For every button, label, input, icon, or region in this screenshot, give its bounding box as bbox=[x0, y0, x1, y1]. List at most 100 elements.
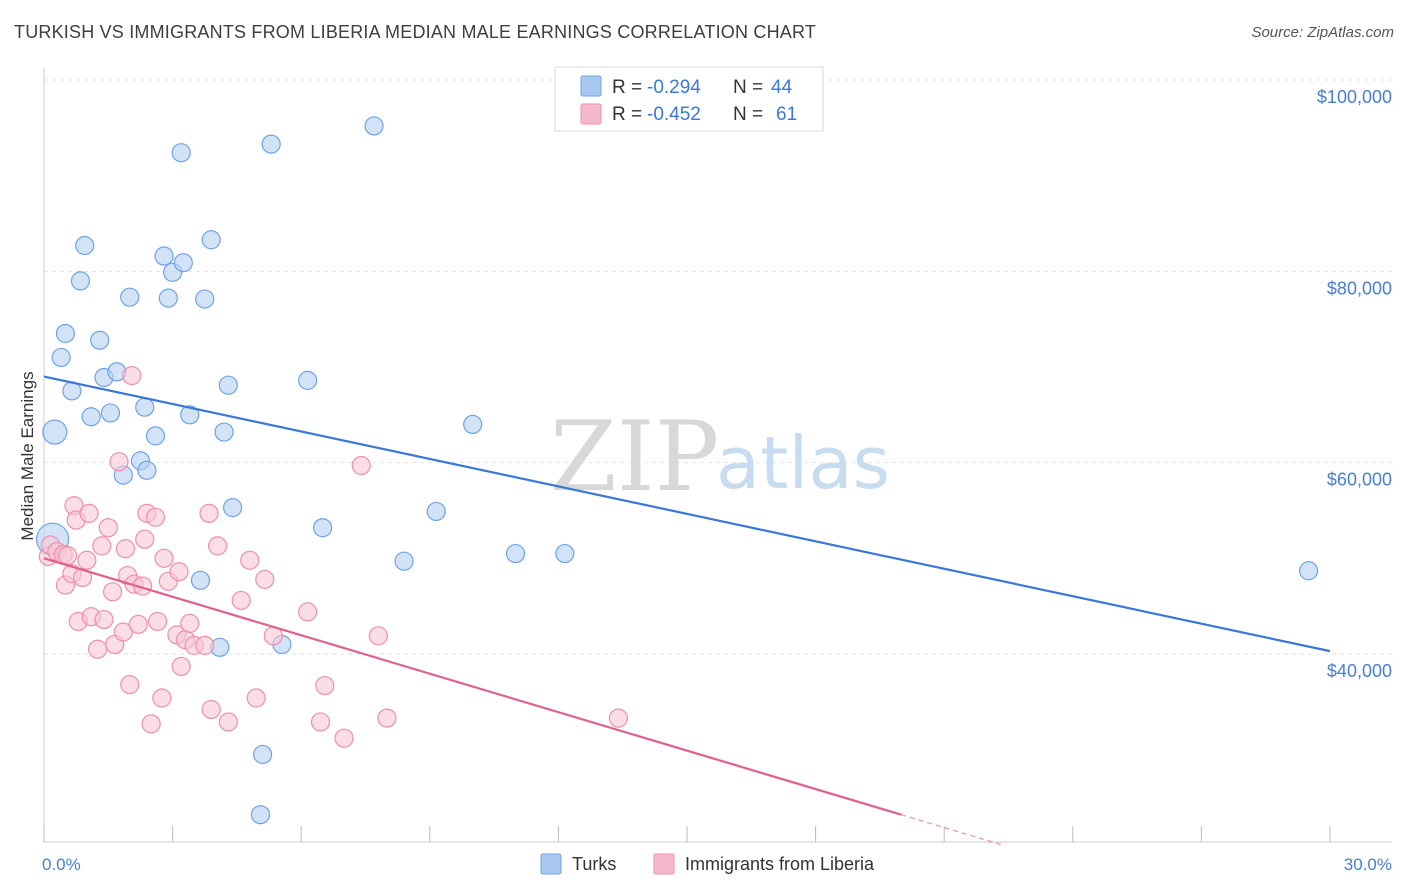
turks-point bbox=[313, 518, 333, 538]
liberia-point bbox=[57, 545, 78, 566]
series-legend-label-turks: Turks bbox=[572, 854, 616, 874]
liberia-point bbox=[94, 609, 114, 630]
watermark-atlas: atlas bbox=[716, 421, 890, 505]
liberia-point bbox=[77, 550, 97, 570]
turks-point bbox=[154, 246, 174, 266]
liberia-point bbox=[154, 548, 174, 568]
liberia-point bbox=[122, 366, 142, 386]
liberia-trend-extension bbox=[901, 814, 1005, 847]
turks-point bbox=[426, 501, 446, 522]
turks-point bbox=[137, 460, 157, 480]
legend-swatch-liberia bbox=[580, 103, 602, 125]
turks-point bbox=[100, 403, 121, 423]
legend-r-label-liberia: R = bbox=[612, 104, 642, 125]
turks-point bbox=[505, 543, 526, 564]
y-tick-label-0: $40,000 bbox=[1327, 661, 1392, 681]
liberia-point bbox=[152, 688, 172, 708]
legend-swatch-turks bbox=[580, 75, 602, 97]
legend-n-value-liberia: 61 bbox=[776, 104, 797, 125]
watermark-zip: ZIP bbox=[550, 401, 719, 513]
legend-r-value-liberia: -0.452 bbox=[647, 104, 701, 125]
liberia-point bbox=[351, 455, 371, 476]
liberia-point bbox=[92, 536, 112, 556]
liberia-point bbox=[169, 562, 189, 582]
x-tick-label-1: 30.0% bbox=[1344, 855, 1392, 874]
liberia-point bbox=[102, 582, 123, 602]
liberia-point bbox=[231, 590, 251, 611]
liberia-point bbox=[145, 507, 166, 527]
y-tick-label-3: $100,000 bbox=[1317, 87, 1392, 107]
liberia-point bbox=[208, 536, 228, 556]
turks-point bbox=[190, 570, 211, 590]
liberia-point bbox=[98, 518, 118, 538]
turks-point bbox=[195, 289, 215, 309]
liberia-trend-line bbox=[43, 557, 902, 816]
liberia-point bbox=[180, 613, 200, 633]
liberia-point bbox=[147, 611, 168, 632]
liberia-point bbox=[171, 656, 191, 677]
turks-point bbox=[158, 288, 178, 308]
turks-point bbox=[463, 414, 483, 434]
x-tick-labels: 0.0% 30.0% bbox=[42, 855, 1392, 874]
legend-r-value-turks: -0.294 bbox=[647, 77, 701, 98]
turks-point bbox=[51, 347, 71, 368]
turks-point bbox=[223, 498, 243, 518]
turks-point bbox=[1298, 561, 1319, 581]
correlation-legend: R = -0.294 N = 44 R = -0.452 N = 61 bbox=[554, 66, 824, 132]
y-axis-label: Median Male Earnings bbox=[18, 371, 37, 540]
turks-point bbox=[70, 271, 91, 291]
chart-source: Source: ZipAtlas.com bbox=[1251, 24, 1394, 41]
turks-point bbox=[75, 235, 95, 256]
axes bbox=[43, 68, 1392, 843]
liberia-point bbox=[115, 539, 136, 559]
liberia-point bbox=[120, 675, 140, 695]
liberia-point bbox=[255, 569, 275, 589]
turks-trend-line bbox=[43, 375, 1331, 653]
turks-point bbox=[364, 116, 384, 136]
liberia-point bbox=[218, 712, 238, 732]
turks-point bbox=[90, 330, 110, 350]
liberia-point bbox=[113, 622, 133, 642]
liberia-point bbox=[377, 708, 397, 728]
legend-n-value-turks: 44 bbox=[771, 77, 793, 98]
turks-point bbox=[180, 405, 200, 425]
liberia-point bbox=[315, 675, 335, 696]
data-points bbox=[35, 116, 1319, 825]
turks-point bbox=[250, 805, 271, 825]
turks-point bbox=[555, 543, 575, 564]
legend-n-label-turks: N = bbox=[733, 77, 763, 98]
liberia-point bbox=[135, 529, 155, 549]
turks-point bbox=[81, 407, 101, 427]
y-tick-label-1: $60,000 bbox=[1327, 470, 1392, 490]
liberia-point bbox=[201, 699, 221, 720]
turks-point bbox=[218, 375, 238, 395]
liberia-point bbox=[608, 708, 629, 728]
liberia-point bbox=[87, 639, 108, 659]
turks-point bbox=[298, 370, 318, 390]
liberia-point bbox=[79, 503, 99, 523]
liberia-point bbox=[298, 602, 318, 622]
series-legend-swatch-turks bbox=[540, 853, 562, 875]
liberia-point bbox=[199, 503, 219, 523]
turks-point bbox=[173, 253, 193, 273]
chart-title: TURKISH VS IMMIGRANTS FROM LIBERIA MEDIA… bbox=[14, 22, 817, 42]
watermark: ZIP atlas bbox=[550, 401, 890, 513]
series-legend-label-liberia: Immigrants from Liberia bbox=[685, 854, 875, 874]
liberia-point bbox=[368, 626, 388, 646]
turks-point bbox=[55, 323, 76, 344]
liberia-point bbox=[109, 452, 129, 472]
legend-n-label-liberia: N = bbox=[733, 104, 763, 125]
liberia-point bbox=[310, 712, 331, 732]
legend-r-label-turks: R = bbox=[612, 77, 642, 98]
series-legend: Turks Immigrants from Liberia bbox=[540, 853, 875, 875]
turks-point bbox=[261, 134, 281, 154]
turks-point bbox=[394, 551, 414, 571]
turks-point bbox=[120, 287, 140, 307]
turks-point bbox=[201, 230, 221, 250]
turks-point bbox=[171, 143, 191, 163]
trend-lines bbox=[43, 375, 1331, 847]
y-tick-labels: $40,000 $60,000 $80,000 $100,000 bbox=[1317, 87, 1392, 681]
liberia-point bbox=[246, 688, 266, 708]
turks-point bbox=[214, 422, 234, 442]
